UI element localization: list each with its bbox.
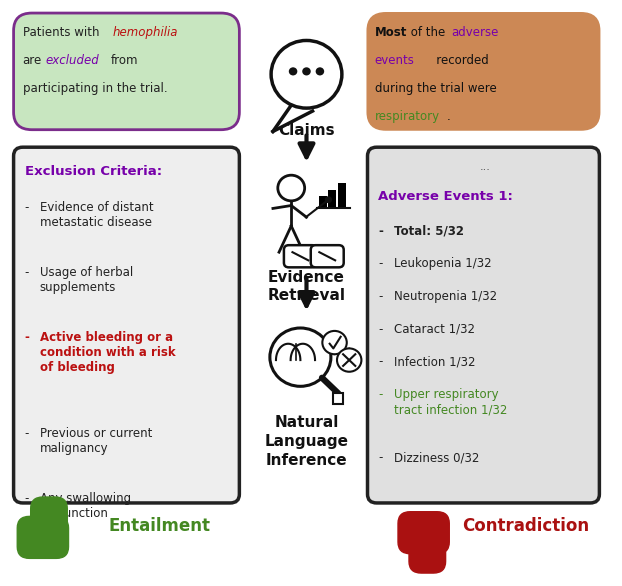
Text: -: - [379, 451, 383, 464]
Text: Cataract 1/32: Cataract 1/32 [394, 323, 475, 336]
Text: Upper respiratory
tract infection 1/32: Upper respiratory tract infection 1/32 [394, 388, 507, 416]
Text: Claims: Claims [278, 122, 335, 138]
Text: excluded: excluded [46, 54, 100, 67]
Circle shape [270, 328, 331, 386]
Text: -: - [379, 323, 383, 336]
Text: -: - [379, 290, 383, 303]
FancyBboxPatch shape [311, 245, 344, 267]
Text: Active bleeding or a
condition with a risk
of bleeding: Active bleeding or a condition with a ri… [40, 332, 175, 374]
Bar [333, 393, 343, 404]
Circle shape [271, 40, 342, 108]
Polygon shape [273, 105, 313, 131]
Text: events: events [375, 54, 415, 67]
Text: .: . [447, 110, 450, 123]
Text: Total: 5/32: Total: 5/32 [394, 225, 464, 238]
Text: Dizziness 0/32: Dizziness 0/32 [394, 451, 479, 464]
Text: Any swallowing
dysfunction: Any swallowing dysfunction [40, 492, 131, 520]
Text: -: - [379, 388, 383, 401]
FancyBboxPatch shape [398, 512, 449, 554]
Bar [338, 183, 346, 209]
Text: Natural
Language
Inference: Natural Language Inference [264, 415, 348, 468]
Text: -: - [379, 225, 383, 238]
Bar [29, 546, 36, 556]
Text: Patients with: Patients with [23, 26, 103, 39]
Text: recorded: recorded [425, 54, 489, 67]
FancyBboxPatch shape [17, 516, 68, 558]
Text: Infection 1/32: Infection 1/32 [394, 355, 475, 369]
Circle shape [322, 331, 346, 355]
Text: Evidence of distant
metastatic disease: Evidence of distant metastatic disease [40, 201, 154, 229]
FancyBboxPatch shape [368, 147, 600, 503]
FancyBboxPatch shape [30, 497, 67, 540]
Text: Usage of herbal
supplements: Usage of herbal supplements [40, 266, 133, 294]
Text: -: - [25, 492, 29, 506]
Text: Contradiction: Contradiction [462, 517, 589, 535]
Text: ...: ... [480, 162, 491, 172]
Text: -: - [25, 427, 29, 440]
Text: Most: Most [375, 26, 407, 39]
Text: during the trial were: during the trial were [375, 82, 496, 95]
Text: respiratory: respiratory [375, 110, 440, 123]
FancyBboxPatch shape [14, 13, 239, 130]
Text: -: - [379, 355, 383, 369]
Circle shape [315, 67, 324, 76]
Text: participating in the trial.: participating in the trial. [23, 82, 167, 95]
Circle shape [337, 349, 361, 372]
FancyBboxPatch shape [284, 245, 317, 267]
Text: hemophilia: hemophilia [113, 26, 179, 39]
Text: Adverse Events 1:: Adverse Events 1: [379, 190, 513, 203]
Circle shape [289, 67, 297, 76]
Text: -: - [379, 257, 383, 270]
Text: Entailment: Entailment [108, 517, 210, 535]
Text: from: from [111, 54, 139, 67]
Bar [328, 190, 337, 209]
Bar [410, 514, 417, 524]
Circle shape [302, 67, 311, 76]
Text: of the: of the [407, 26, 448, 39]
FancyBboxPatch shape [409, 530, 445, 573]
Text: Neutropenia 1/32: Neutropenia 1/32 [394, 290, 497, 303]
Text: -: - [25, 332, 29, 345]
FancyBboxPatch shape [368, 13, 600, 130]
Text: -: - [25, 266, 29, 279]
Text: Leukopenia 1/32: Leukopenia 1/32 [394, 257, 491, 270]
Bar [318, 196, 327, 209]
Text: are: are [23, 54, 42, 67]
Text: adverse: adverse [451, 26, 498, 39]
Circle shape [278, 175, 305, 201]
Text: Previous or current
malignancy: Previous or current malignancy [40, 427, 152, 455]
Text: Exclusion Criteria:: Exclusion Criteria: [25, 165, 162, 178]
Text: Evidence
Retrieval: Evidence Retrieval [267, 270, 345, 304]
Circle shape [325, 196, 332, 203]
FancyBboxPatch shape [14, 147, 239, 503]
Text: -: - [25, 201, 29, 214]
